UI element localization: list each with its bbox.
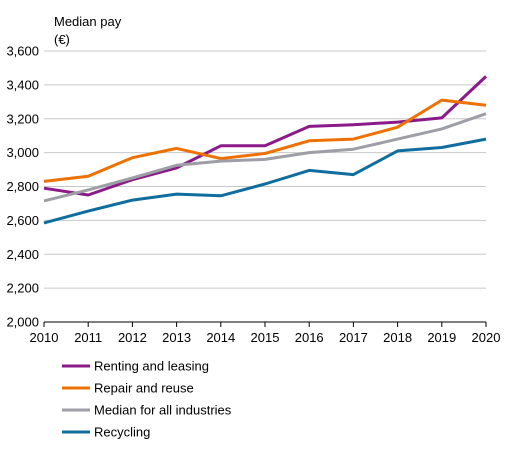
gridlines bbox=[44, 50, 486, 289]
y-axis-title-line: (€) bbox=[54, 32, 70, 47]
x-tick-label: 2016 bbox=[295, 330, 324, 345]
x-tick-label: 2017 bbox=[339, 330, 368, 345]
x-tick-label: 2018 bbox=[383, 330, 412, 345]
series-line bbox=[43, 98, 487, 183]
y-tick-label: 2,800 bbox=[6, 179, 39, 194]
legend-label: Renting and leasing bbox=[94, 359, 209, 374]
y-tick-label: 3,200 bbox=[6, 111, 39, 126]
y-tick-label: 2,200 bbox=[6, 281, 39, 296]
y-tick-label: 2,400 bbox=[6, 247, 39, 262]
axes: 2,000 2,200 2,400 2,600 2,800 3,000 3,200 3,400… bbox=[6, 44, 500, 346]
x-tick-label: 2015 bbox=[251, 330, 280, 345]
x-tick-label: 2019 bbox=[427, 330, 456, 345]
legend-label: Recycling bbox=[94, 425, 150, 440]
x-tick-label: 2012 bbox=[118, 330, 147, 345]
x-tick-label: 2011 bbox=[74, 330, 102, 345]
series-line bbox=[43, 137, 487, 225]
x-tick-label: 2010 bbox=[30, 330, 59, 345]
y-tick-label: 3,000 bbox=[6, 145, 39, 160]
legend-label: Median for all industries bbox=[94, 403, 232, 418]
series-line bbox=[43, 75, 488, 197]
x-tick-label: 2020 bbox=[472, 330, 501, 345]
series-line bbox=[43, 112, 487, 203]
y-tick-label: 3,600 bbox=[6, 44, 39, 59]
y-tick-label: 2,600 bbox=[6, 213, 39, 228]
legend-label: Repair and reuse bbox=[94, 381, 194, 396]
y-tick-label: 2,000 bbox=[6, 315, 39, 330]
x-tick-label: 2013 bbox=[162, 330, 191, 345]
series-lines bbox=[43, 75, 488, 225]
y-tick-label: 3,400 bbox=[6, 77, 39, 92]
y-axis-title-line: Median pay bbox=[54, 14, 122, 29]
x-tick-label: 2014 bbox=[206, 330, 235, 345]
legend: Renting and leasing Repair and reuse Media… bbox=[62, 359, 232, 440]
y-axis-title: Median pay (€) bbox=[54, 14, 122, 47]
